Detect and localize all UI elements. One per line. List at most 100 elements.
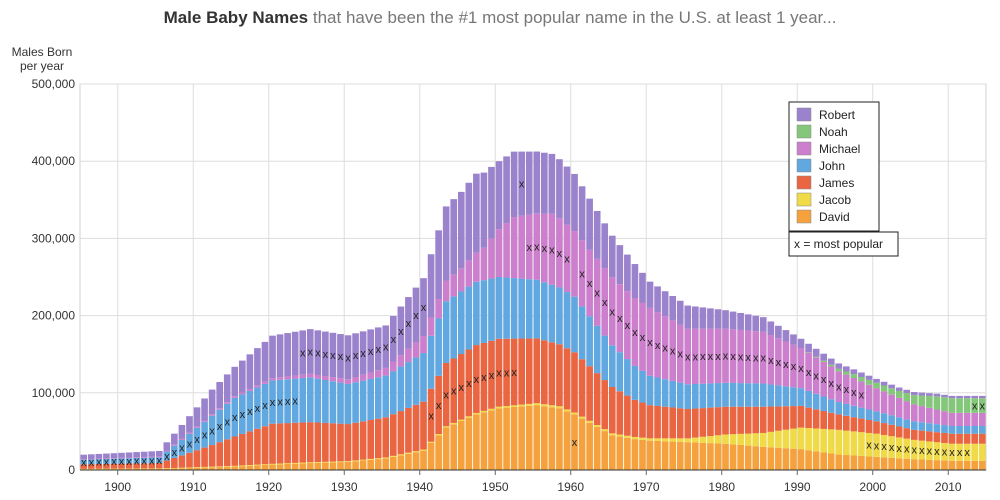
- bar-segment-david: [926, 459, 933, 470]
- bar-segment-david: [835, 454, 843, 470]
- most-popular-mark: x: [670, 346, 676, 358]
- bar-segment-michael: [722, 328, 729, 383]
- bar-segment-michael: [216, 408, 223, 410]
- bar-segment-robert: [593, 210, 601, 259]
- bar-segment-michael: [654, 312, 661, 378]
- bar-segment-james: [707, 407, 714, 437]
- bar-segment-john: [306, 377, 314, 423]
- bar-segment-james: [450, 358, 458, 423]
- bar-segment-michael: [729, 329, 737, 383]
- bar-segment-jacob: [631, 436, 639, 440]
- bar-segment-jacob: [231, 465, 239, 467]
- bar-segment-david: [978, 460, 986, 470]
- bar-segment-david: [782, 448, 790, 470]
- bar-segment-robert: [639, 272, 646, 303]
- bar-segment-robert: [812, 348, 820, 357]
- bar-segment-robert: [714, 309, 722, 329]
- bar-segment-robert: [420, 278, 427, 337]
- bar-segment-david: [586, 422, 593, 470]
- bar-segment-james: [903, 428, 911, 439]
- bar-segment-john: [684, 384, 692, 410]
- bar-segment-jacob: [95, 468, 103, 470]
- bar-segment-john: [163, 451, 171, 461]
- bar-segment-john: [744, 383, 752, 407]
- bar-segment-michael: [895, 397, 903, 418]
- bar-segment-michael: [767, 335, 775, 385]
- bar-segment-jacob: [767, 431, 775, 448]
- bar-segment-michael: [608, 277, 616, 346]
- bar-segment-david: [359, 460, 367, 470]
- bar-segment-michael: [707, 328, 714, 384]
- bar-segment-david: [488, 410, 495, 470]
- bar-segment-james: [193, 450, 201, 468]
- bar-segment-robert: [140, 451, 148, 457]
- legend-label-david: David: [819, 210, 850, 224]
- bar-segment-michael: [193, 426, 201, 428]
- bar-segment-noah: [850, 374, 858, 378]
- bar-segment-james: [812, 409, 820, 429]
- bar-segment-michael: [518, 215, 525, 279]
- bar-segment-robert: [752, 315, 760, 332]
- most-popular-mark: x: [813, 371, 819, 383]
- bar-segment-robert: [956, 395, 963, 399]
- bar-segment-david: [473, 414, 480, 470]
- bar-segment-jacob: [390, 455, 397, 457]
- bar-segment-jacob: [963, 443, 971, 461]
- bar-segment-michael: [639, 302, 646, 371]
- most-popular-mark: x: [436, 400, 442, 412]
- bar-segment-jacob: [480, 410, 488, 413]
- bar-segment-john: [488, 278, 495, 341]
- most-popular-markers: x x x x x x x x x x x x x x x x x x x x x x x x x x x x xx x x x x x x x x x x…: [81, 179, 985, 469]
- bar-segment-david: [578, 418, 586, 470]
- bar-segment-jacob: [684, 438, 692, 443]
- most-popular-mark: x: [149, 455, 155, 467]
- bar-segment-jacob: [646, 438, 654, 441]
- bar-segment-david: [707, 443, 714, 470]
- bar-segment-robert: [239, 360, 246, 393]
- bar-segment-jacob: [457, 419, 465, 421]
- x-tick-label: 1960: [557, 480, 584, 494]
- most-popular-mark: x: [685, 352, 691, 364]
- legend-label-robert: Robert: [819, 108, 856, 122]
- bar-segment-michael: [367, 372, 374, 379]
- bar-segment-michael: [337, 378, 344, 383]
- bar-segment-john: [405, 362, 412, 408]
- bar-segment-john: [586, 316, 593, 367]
- bar-segment-john: [367, 378, 374, 421]
- bar-segment-james: [827, 412, 835, 430]
- bar-segment-david: [948, 460, 956, 470]
- bar-segment-noah: [858, 376, 865, 382]
- bar-segment-david: [450, 424, 458, 470]
- bar-segment-michael: [352, 377, 359, 383]
- most-popular-mark: x: [979, 401, 985, 413]
- most-popular-mark: x: [504, 367, 510, 379]
- bar-segment-michael: [692, 328, 699, 384]
- bar-segment-john: [933, 424, 941, 433]
- bar-segment-john: [239, 394, 246, 434]
- bar-segment-john: [903, 419, 911, 429]
- most-popular-mark: x: [745, 352, 751, 364]
- bar-segment-jacob: [624, 435, 631, 438]
- bar-segment-david: [608, 435, 616, 470]
- most-popular-mark: x: [224, 417, 230, 429]
- bar-segment-jacob: [850, 431, 858, 456]
- bar-segment-michael: [118, 457, 125, 459]
- bar-segment-jacob: [593, 424, 601, 427]
- bar-segment-jacob: [880, 434, 888, 458]
- most-popular-mark: x: [270, 397, 276, 409]
- bar-segment-james: [684, 409, 692, 439]
- bar-segment-robert: [767, 321, 775, 336]
- bar-segment-jacob: [556, 406, 563, 409]
- bar-segment-john: [216, 409, 223, 443]
- bar-segment-john: [344, 383, 352, 425]
- bar-segment-michael: [744, 330, 752, 384]
- bar-segment-robert: [858, 372, 865, 377]
- bar-segment-james: [744, 406, 752, 434]
- bar-segment-robert: [888, 384, 895, 389]
- bar-segment-noah: [865, 379, 873, 385]
- bar-segment-david: [201, 467, 208, 470]
- bar-segment-jacob: [827, 429, 835, 454]
- bar-segment-noah: [843, 371, 850, 375]
- legend-swatch-james: [796, 175, 812, 190]
- bar-segment-jacob: [533, 403, 541, 406]
